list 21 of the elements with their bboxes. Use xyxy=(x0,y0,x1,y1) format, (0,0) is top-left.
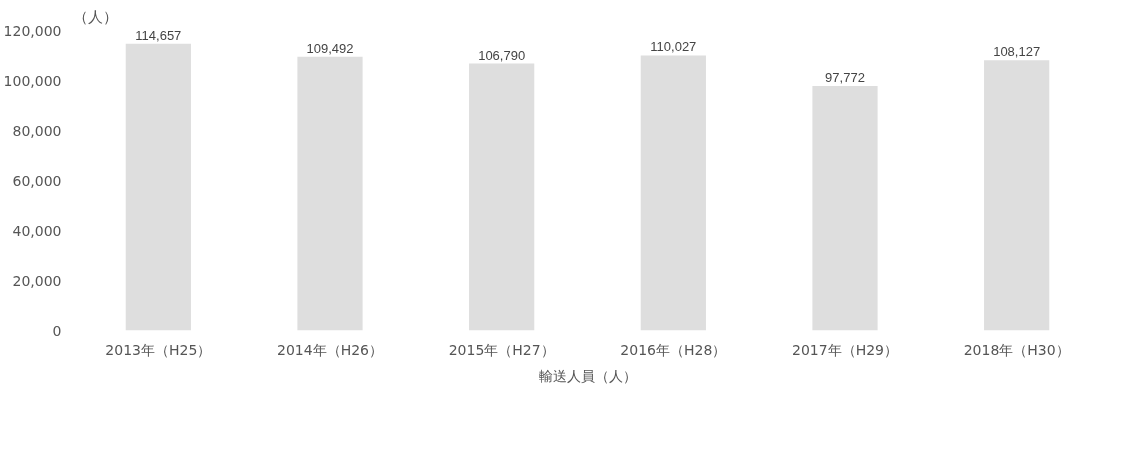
x-tick-label: 2016年（H28） xyxy=(620,341,727,358)
x-tick-label: 2017年（H29） xyxy=(792,341,898,358)
y-axis-title: （人） xyxy=(72,7,118,26)
y-tick-label: 80,000 xyxy=(12,122,62,139)
y-tick-label: 0 xyxy=(52,322,62,339)
y-tick-label: 20,000 xyxy=(12,272,62,289)
data-label: 110,027 xyxy=(650,39,697,55)
text: 輸送人員（人） xyxy=(538,367,637,384)
data-label: 97,772 xyxy=(825,70,865,86)
x-tick-label: 2018年（H30） xyxy=(963,341,1070,358)
data-label: 114,657 xyxy=(135,27,182,43)
x-tick-label: 2013年（H25） xyxy=(105,341,212,358)
data-label: 106,790 xyxy=(478,47,526,63)
y-tick-label: 60,000 xyxy=(12,172,62,189)
data-label: 108,127 xyxy=(993,44,1041,60)
y-tick-label: 100,000 xyxy=(3,72,62,89)
data-label: 109,492 xyxy=(306,40,354,56)
y-tick-label: 40,000 xyxy=(12,222,62,239)
y-tick-label: 120,000 xyxy=(3,22,62,39)
x-tick-label: 2014年（H26） xyxy=(277,341,383,358)
x-tick-label: 2015年（H27） xyxy=(448,341,555,358)
